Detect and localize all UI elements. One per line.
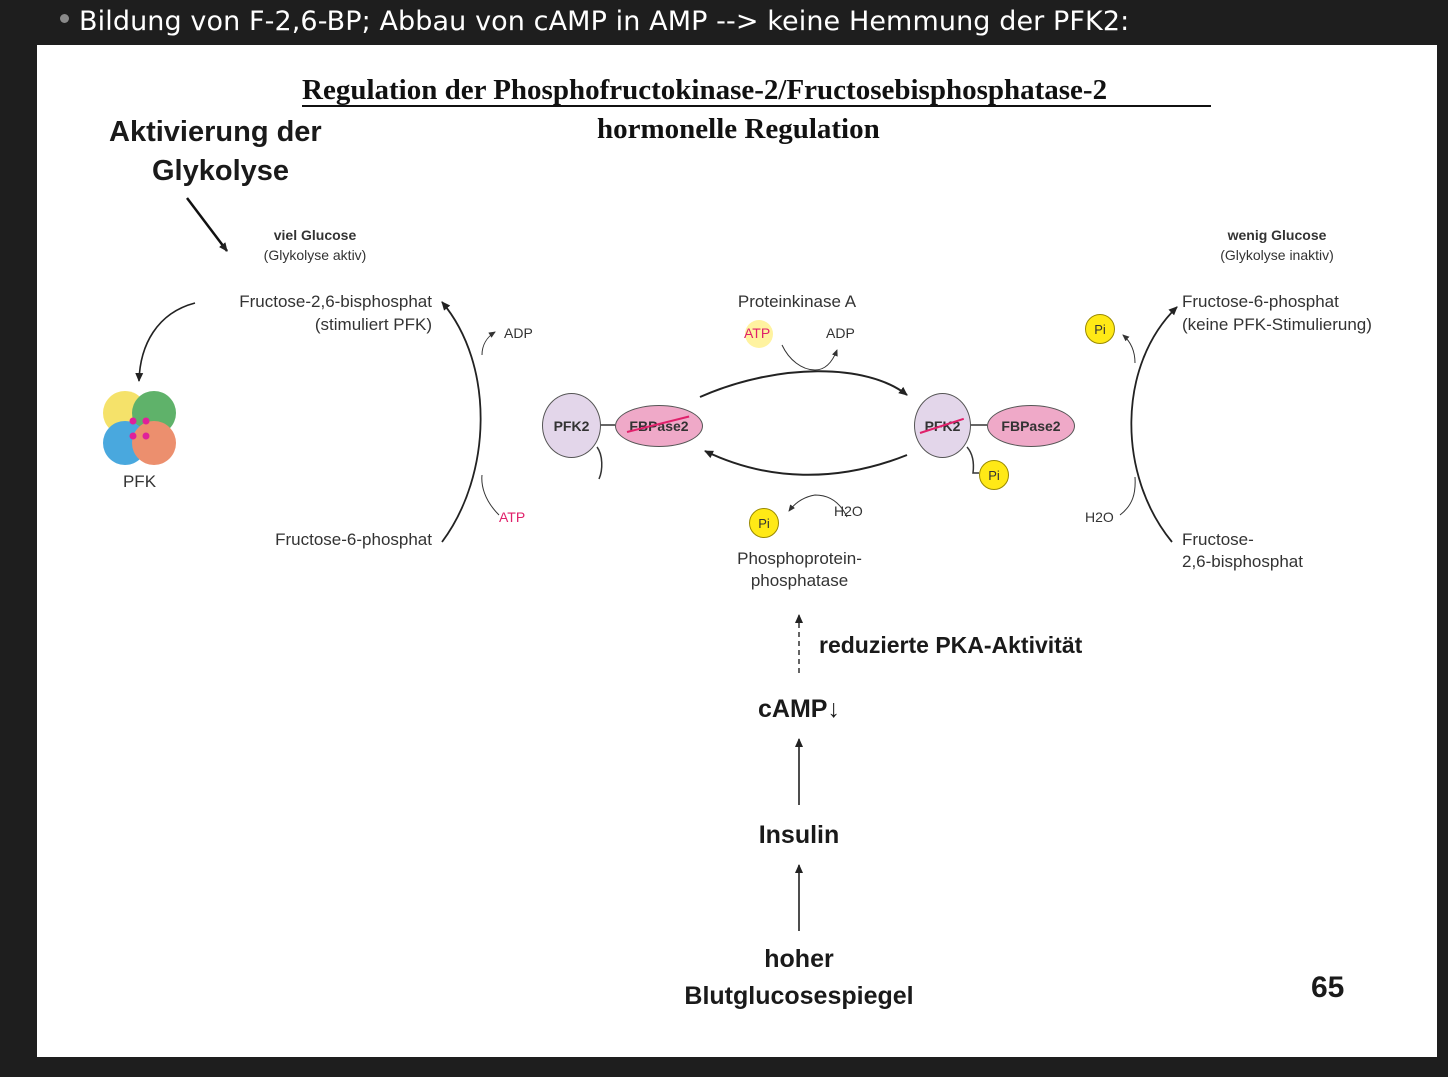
right-condition-note: (Glykolyse inaktiv) bbox=[1220, 247, 1334, 263]
left-product-line2: (stimuliert PFK) bbox=[314, 315, 432, 334]
water-pi-branch bbox=[788, 494, 848, 518]
pi-released-icon: Pi bbox=[749, 508, 779, 538]
pfk2-left: PFK2 bbox=[542, 393, 601, 458]
left-atp-branch bbox=[481, 474, 500, 516]
right-product-line2: (keine PFK-Stimulierung) bbox=[1182, 315, 1372, 334]
right-condition: wenig Glucose bbox=[1227, 227, 1327, 243]
right-substrate-line2: 2,6-bisphosphat bbox=[1182, 552, 1303, 571]
phosphorylation-arrow bbox=[699, 370, 908, 398]
center-atp: ATP bbox=[744, 325, 771, 341]
left-product-line1: Fructose-2,6-bisphosphat bbox=[239, 292, 432, 311]
right-reaction-arrow bbox=[1130, 306, 1178, 543]
bullet-text: Bildung von F-2,6-BP; Abbau von cAMP in … bbox=[79, 6, 1130, 37]
pfk-label: PFK bbox=[122, 472, 157, 491]
left-adp: ADP bbox=[504, 325, 533, 341]
camp-label: cAMP↓ bbox=[758, 695, 840, 723]
left-substrate: Fructose-6-phosphat bbox=[275, 530, 432, 549]
phosphatase-line1: Phosphoprotein- bbox=[737, 549, 862, 568]
center-water: H2O bbox=[834, 503, 863, 519]
glucose-line1: hoher bbox=[764, 945, 834, 973]
atp-highlight bbox=[745, 320, 773, 348]
pi-bound-icon: Pi bbox=[979, 460, 1009, 490]
slide-title: Regulation der Phosphofructokinase-2/Fru… bbox=[302, 74, 1108, 106]
left-atp: ATP bbox=[499, 509, 526, 525]
diagram-arrows bbox=[103, 105, 1211, 931]
center-adp: ADP bbox=[826, 325, 855, 341]
right-product-line1: Fructose-6-phosphat bbox=[1182, 292, 1339, 311]
right-substrate-line1: Fructose- bbox=[1182, 530, 1254, 549]
slide-subtitle: hormonelle Regulation bbox=[597, 113, 880, 145]
fbpase2-left: FBPase2 bbox=[615, 405, 703, 447]
pfk-tetramer-icon bbox=[103, 391, 176, 465]
page-number: 65 bbox=[1311, 971, 1345, 1004]
protein-kinase-label: Proteinkinase A bbox=[737, 292, 857, 311]
right-water: H2O bbox=[1085, 509, 1114, 525]
glucose-line2: Blutglucosespiegel bbox=[684, 982, 914, 1010]
phosphatase-line2: phosphatase bbox=[750, 571, 849, 590]
activation-line1: Aktivierung der bbox=[109, 116, 322, 148]
insulin-label: Insulin bbox=[758, 821, 840, 849]
atp-adp-branch bbox=[781, 344, 838, 371]
dephosphorylation-arrow bbox=[704, 450, 908, 476]
bullet-item: Bildung von F-2,6-BP; Abbau von cAMP in … bbox=[60, 6, 1129, 37]
left-condition-note: (Glykolyse aktiv) bbox=[263, 247, 367, 263]
slide-image: Regulation der Phosphofructokinase-2/Fru… bbox=[37, 45, 1437, 1057]
left-adp-branch bbox=[481, 331, 496, 356]
left-reaction-arrow bbox=[441, 301, 482, 543]
activation-arrow bbox=[186, 197, 228, 252]
pi-right-icon: Pi bbox=[1085, 314, 1115, 344]
pka-activity-label: reduzierte PKA-Aktivität bbox=[819, 632, 1083, 658]
activation-line2: Glykolyse bbox=[152, 155, 290, 187]
left-condition: viel Glucose bbox=[273, 227, 357, 243]
f26bp-to-pfk-arrow bbox=[135, 302, 196, 382]
fbpase2-right: FBPase2 bbox=[987, 405, 1075, 447]
bullet-dot-icon bbox=[60, 14, 69, 23]
